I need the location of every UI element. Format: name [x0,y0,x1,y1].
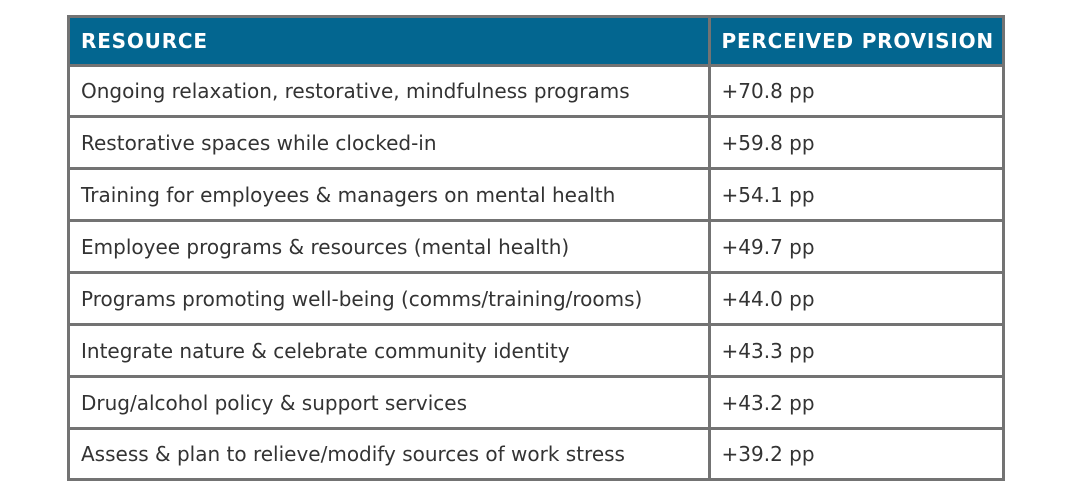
provision-cell: +49.7 pp [709,220,1002,275]
resource-cell: Ongoing relaxation, restorative, mindful… [70,65,711,119]
table-row: Ongoing relaxation, restorative, mindful… [70,65,1002,119]
table-row: Restorative spaces while clocked-in +59.… [70,116,1002,171]
resource-cell: Training for employees & managers on men… [70,168,711,223]
provision-cell: +43.2 pp [709,376,1002,431]
table-row: Assess & plan to relieve/modify sources … [70,428,1002,478]
resource-cell: Employee programs & resources (mental he… [70,220,711,275]
provision-cell: +39.2 pp [721,442,815,467]
header-resource: RESOURCE [70,18,711,67]
header-perceived-provision: PERCEIVED PROVISION [709,18,1002,67]
table-row: Programs promoting well-being (comms/tra… [70,272,1002,327]
resource-cell: Drug/alcohol policy & support services [70,376,711,431]
provision-cell: +43.3 pp [709,324,1002,379]
resource-cell: Restorative spaces while clocked-in [70,116,711,171]
resource-table-frame: RESOURCE PERCEIVED PROVISION Ongoing rel… [67,15,1005,481]
resource-cell: Assess & plan to relieve/modify sources … [70,428,711,478]
table-row: Training for employees & managers on men… [70,168,1002,223]
provision-cell: +44.0 pp [709,272,1002,327]
resource-cell: Programs promoting well-being (comms/tra… [70,272,711,327]
table-row: Drug/alcohol policy & support services +… [70,376,1002,431]
table-header-row: RESOURCE PERCEIVED PROVISION [70,18,1002,67]
resource-cell: Integrate nature & celebrate community i… [70,324,711,379]
resource-table: RESOURCE PERCEIVED PROVISION Ongoing rel… [70,18,1002,478]
provision-cell: +59.8 pp [709,116,1002,171]
table-row: Integrate nature & celebrate community i… [70,324,1002,379]
provision-cell: +70.8 pp [709,65,1002,119]
table-row: Employee programs & resources (mental he… [70,220,1002,275]
provision-cell: +54.1 pp [709,168,1002,223]
